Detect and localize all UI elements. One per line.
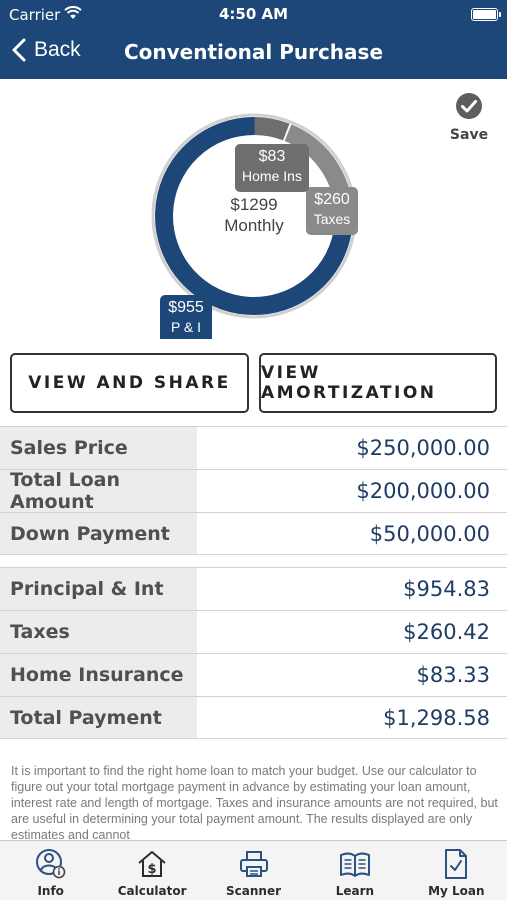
center-amount: $1299: [230, 195, 277, 214]
row-label: Total Loan Amount: [0, 469, 197, 513]
donut-slice-home-ins: [250, 117, 290, 141]
printer-icon: [239, 851, 268, 877]
table-row-taxes: Taxes $260.42: [0, 610, 507, 653]
row-label: Total Payment: [0, 697, 197, 738]
badge-label: P & I: [171, 319, 201, 335]
navigation-header: Carrier 4:50 AM Back Conventional Purcha…: [0, 0, 507, 79]
tab-scanner[interactable]: Scanner: [203, 841, 304, 900]
back-label: Back: [34, 38, 81, 61]
info-person-icon: [35, 849, 66, 879]
chevron-left-icon: [12, 38, 26, 62]
badge-background: [306, 187, 358, 235]
slice-badge-home-ins: $83 Home Ins: [235, 144, 309, 192]
payment-breakdown-chart: $1299 Monthly $955 P & I $260 Taxes $83 Home …: [0, 79, 507, 339]
row-value: $250,000.00: [197, 427, 507, 469]
badge-label: Taxes: [314, 211, 351, 227]
center-caption: Monthly: [224, 216, 284, 235]
badge-value: $83: [259, 148, 286, 165]
row-label: Down Payment: [0, 513, 197, 554]
save-label: Save: [449, 127, 489, 143]
table-row-sales-price: Sales Price $250,000.00: [0, 426, 507, 469]
tab-label: Learn: [335, 884, 375, 898]
disclaimer-text: It is important to find the right home l…: [11, 764, 498, 840]
tab-label: Info: [37, 884, 64, 898]
slice-badge-p-i: $955 P & I: [160, 295, 212, 339]
badge-label: Home Ins: [242, 168, 302, 184]
badge-value: $955: [168, 299, 204, 316]
battery-icon: [471, 8, 501, 21]
wifi-icon: [64, 6, 82, 19]
row-label: Principal & Int: [0, 568, 197, 610]
book-icon: [339, 852, 370, 877]
row-value: $954.83: [197, 568, 507, 610]
slice-badge-taxes: $260 Taxes: [306, 187, 358, 235]
donut-chart: $1299 Monthly $955 P & I $260 Taxes $83 Home …: [151, 113, 358, 339]
row-label: Sales Price: [0, 427, 197, 469]
row-label: Taxes: [0, 611, 197, 653]
tab-label: Scanner: [226, 884, 282, 898]
view-amortization-button[interactable]: VIEW AMORTIZATION: [259, 353, 497, 413]
table-row-total-loan-amount: Total Loan Amount $200,000.00: [0, 469, 507, 513]
row-value: $50,000.00: [197, 513, 507, 554]
tab-my-loan[interactable]: My Loan: [406, 841, 507, 900]
badge-background: [235, 144, 309, 192]
house-dollar-icon: $: [138, 851, 166, 877]
tab-learn[interactable]: Learn: [304, 841, 405, 900]
table-row-home-insurance: Home Insurance $83.33: [0, 653, 507, 696]
save-button[interactable]: Save: [449, 92, 489, 143]
table-row-total-payment: Total Payment $1,298.58: [0, 696, 507, 739]
badge-background: [160, 295, 212, 339]
donut-slice-p-i: [155, 117, 353, 315]
checklist-icon: [445, 849, 468, 879]
row-value: $200,000.00: [197, 470, 507, 512]
tab-label: My Loan: [428, 884, 485, 898]
view-and-share-button[interactable]: VIEW AND SHARE: [10, 353, 249, 413]
checkmark-circle-icon: [456, 93, 482, 119]
tab-info[interactable]: Info: [0, 841, 101, 900]
page-title: Conventional Purchase: [123, 40, 384, 64]
tab-bar: Info $ Calculator Scanner Lea: [0, 840, 507, 900]
table-row-principal-int: Principal & Int $954.83: [0, 567, 507, 610]
table-row-down-payment: Down Payment $50,000.00: [0, 512, 507, 555]
tab-label: Calculator: [117, 884, 187, 898]
row-value: $260.42: [197, 611, 507, 653]
clock: 4:50 AM: [218, 5, 289, 23]
row-label: Home Insurance: [0, 654, 197, 696]
tab-calculator[interactable]: $ Calculator: [101, 841, 202, 900]
row-value: $1,298.58: [197, 697, 507, 738]
svg-text:$: $: [148, 862, 157, 877]
status-bar: Carrier 4:50 AM: [0, 0, 507, 28]
carrier-label: Carrier: [9, 6, 61, 24]
back-button[interactable]: Back: [12, 38, 81, 62]
badge-value: $260: [314, 191, 350, 208]
row-value: $83.33: [197, 654, 507, 696]
